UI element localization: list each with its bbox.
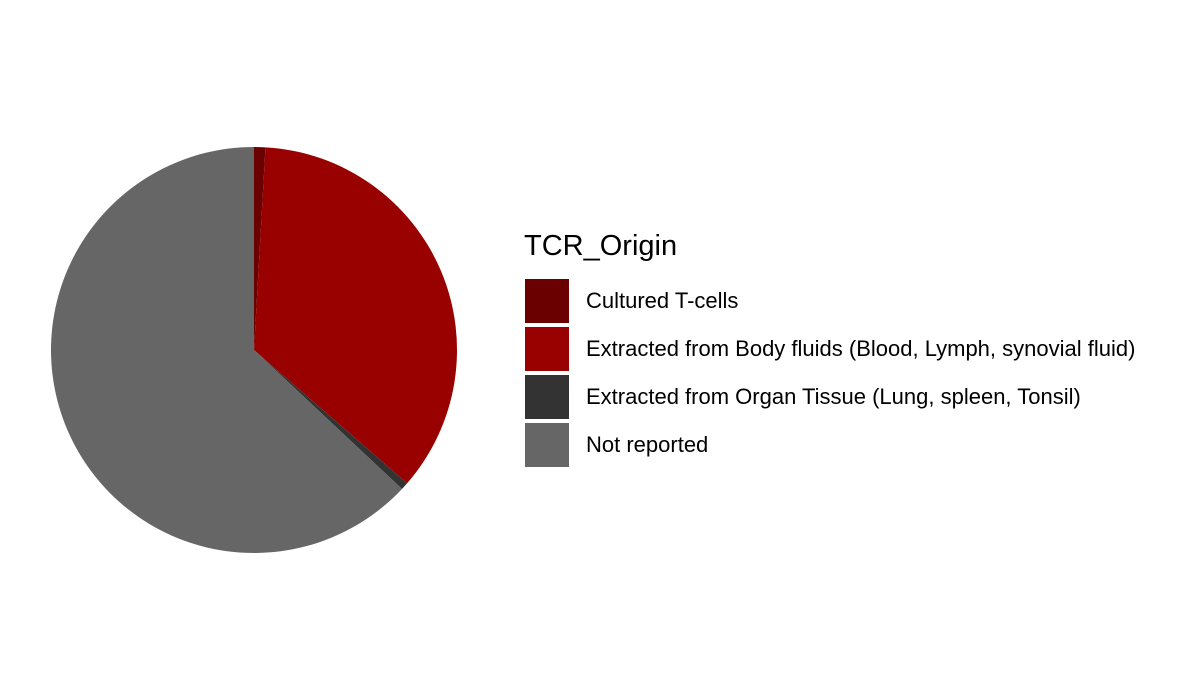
pie-slice-not-reported — [50, 147, 402, 553]
legend-label-body-fluids: Extracted from Body fluids (Blood, Lymph… — [586, 336, 1136, 361]
legend-key-not-reported — [525, 423, 569, 467]
legend-key-organ-tissue — [525, 375, 569, 419]
pie-slice-extracted-from-body-fluids-blood-lymph-s — [254, 147, 457, 484]
legend-key-cultured-t-cells — [525, 279, 569, 323]
legend-key-body-fluids — [525, 327, 569, 371]
legend-label-not-reported: Not reported — [586, 432, 709, 457]
pie-slice-cultured-t-cells — [254, 147, 266, 350]
legend-title: TCR_Origin — [524, 230, 678, 262]
legend-item-cultured-t-cells: Cultured T-cells — [524, 277, 1200, 325]
legend: TCR_Origin Cultured T-cells Extracted fr… — [524, 228, 1200, 469]
legend-item-organ-tissue: Extracted from Organ Tissue (Lung, splee… — [524, 373, 1200, 421]
legend-item-body-fluids: Extracted from Body fluids (Blood, Lymph… — [524, 325, 1200, 373]
legend-label-organ-tissue: Extracted from Organ Tissue (Lung, splee… — [586, 384, 1081, 409]
pie-slice-extracted-from-organ-tissue-lung-spleen- — [254, 350, 408, 489]
legend-item-not-reported: Not reported — [524, 421, 1200, 469]
pie-plot-area — [50, 147, 457, 553]
legend-label-cultured-t-cells: Cultured T-cells — [586, 288, 739, 313]
